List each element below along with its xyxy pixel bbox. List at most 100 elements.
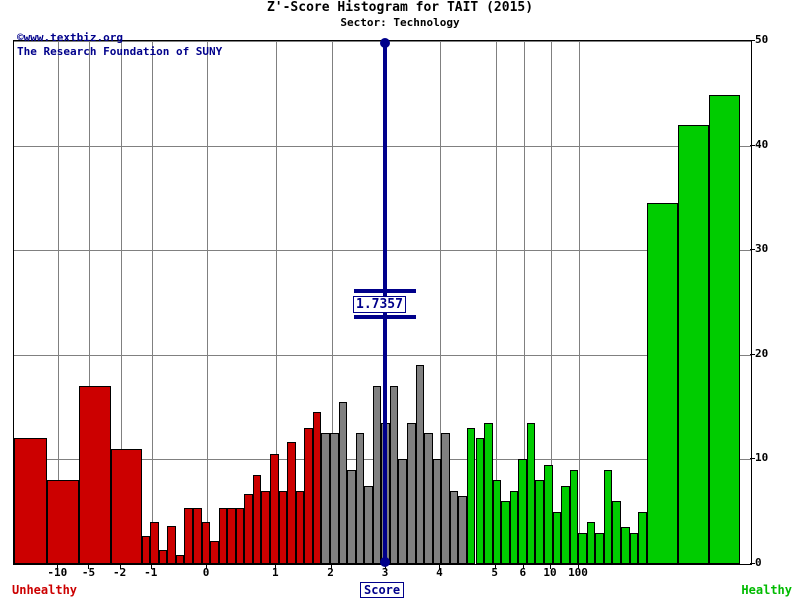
ytick-mark-20 [750, 353, 755, 355]
watermark: ©www.textbiz.org The Research Foundation… [17, 31, 222, 59]
gridline-x-100 [579, 41, 580, 564]
histogram-bar [458, 496, 467, 564]
histogram-bar [484, 422, 493, 564]
score-marker-dot-bottom [380, 557, 390, 567]
xtick-label--5: -5 [81, 566, 96, 579]
histogram-bar [329, 433, 339, 564]
histogram-bar [175, 554, 185, 564]
histogram-bar [295, 490, 305, 564]
xtick-mark--1 [150, 564, 152, 569]
histogram-bar [235, 507, 245, 564]
histogram-bar [526, 422, 536, 564]
ytick-label-40: 40 [755, 137, 769, 151]
histogram-bar [364, 485, 373, 564]
xtick-mark-5 [494, 564, 496, 569]
histogram-bar [492, 480, 502, 564]
histogram-bar [304, 428, 313, 564]
gridline-x-4 [440, 41, 442, 564]
xtick-mark-0 [206, 564, 207, 569]
histogram-bar [501, 501, 510, 564]
histogram-bar [475, 438, 485, 564]
histogram-bar [372, 386, 382, 564]
histogram-bar [677, 124, 709, 564]
unhealthy-label: Unhealthy [12, 583, 78, 597]
histogram-bar [424, 433, 433, 564]
histogram-bar [287, 441, 296, 564]
xtick-label--1: -1 [144, 566, 158, 579]
ytick-mark-10 [750, 458, 755, 460]
histogram-bar [158, 550, 168, 564]
histogram-bar [535, 480, 544, 564]
histogram-bar [646, 203, 678, 564]
score-marker-cap-upper [354, 289, 416, 293]
gridline-x--10 [58, 41, 60, 564]
histogram-bar [14, 438, 47, 564]
xtick-mark-100 [578, 564, 579, 569]
histogram-bar [338, 401, 348, 564]
ytick-label-30: 30 [755, 242, 769, 256]
histogram-bar [509, 490, 519, 564]
histogram-bar [708, 95, 741, 564]
histogram-bar [569, 469, 579, 564]
gridline-x-6 [523, 41, 525, 564]
histogram-bar [552, 511, 562, 564]
xtick-mark-2 [330, 564, 332, 569]
healthy-label: Healthy [741, 583, 792, 597]
gridline-x--2 [120, 41, 122, 564]
histogram-bar [110, 448, 142, 564]
xtick-label-100: 100 [568, 566, 588, 579]
gridline-x-2 [331, 41, 333, 564]
histogram-bar [227, 507, 236, 564]
ytick-mark-0 [750, 563, 755, 564]
histogram-bar [78, 386, 111, 564]
histogram-bar [150, 522, 159, 564]
histogram-bar [201, 522, 211, 564]
gridline-x--5 [89, 41, 91, 564]
xtick-label-4: 4 [436, 566, 443, 579]
watermark-line-2: The Research Foundation of SUNY [17, 45, 223, 58]
xtick-mark-6 [522, 564, 524, 569]
xtick-label-1: 1 [271, 566, 279, 579]
xtick-mark--10 [57, 564, 59, 569]
page-title: Z'-Score Histogram for TAIT (2015) [266, 0, 534, 15]
histogram-bar [629, 532, 639, 564]
gridline-x-10 [550, 41, 552, 564]
histogram-bar [441, 433, 450, 564]
xtick-mark-10 [549, 564, 551, 569]
histogram-bar [449, 490, 459, 564]
histogram-bar [543, 464, 553, 564]
histogram-bar [603, 469, 613, 564]
histogram-bar [398, 459, 407, 564]
histogram-bar [46, 480, 79, 564]
ytick-mark-50 [750, 40, 755, 41]
gridline-y-30 [14, 250, 751, 252]
gridline-x-5 [495, 41, 497, 564]
xtick-mark--5 [88, 564, 90, 569]
xtick-mark--2 [119, 564, 121, 569]
histogram-bar [586, 522, 596, 564]
histogram-bar [210, 541, 219, 564]
histogram-bar [218, 507, 228, 564]
xtick-label--2: -2 [112, 566, 127, 579]
histogram-bar [261, 490, 271, 564]
histogram-bar [278, 490, 288, 564]
histogram-bar [192, 507, 202, 564]
histogram-bar [466, 428, 476, 564]
ytick-mark-30 [750, 249, 755, 251]
watermark-line-1: ©www.textbiz.org [17, 31, 123, 44]
histogram-bar [347, 469, 356, 564]
score-marker-value: 1.7357 [353, 296, 406, 313]
xtick-mark-1 [275, 564, 277, 569]
title-block: Z'-Score Histogram for TAIT (2015) Secto… [0, 0, 800, 29]
histogram-bar [518, 459, 527, 564]
gridline-x-1 [276, 41, 278, 564]
histogram-bar [415, 365, 425, 564]
xtick-mark-4 [439, 564, 441, 569]
histogram-bar [578, 532, 587, 564]
histogram-bar [612, 501, 622, 564]
histogram-bar [244, 493, 253, 564]
histogram-bar [595, 532, 604, 564]
score-marker-cap-lower [354, 315, 416, 319]
xtick-label-10: 10 [543, 566, 557, 579]
xtick-label--10: -10 [47, 566, 68, 579]
